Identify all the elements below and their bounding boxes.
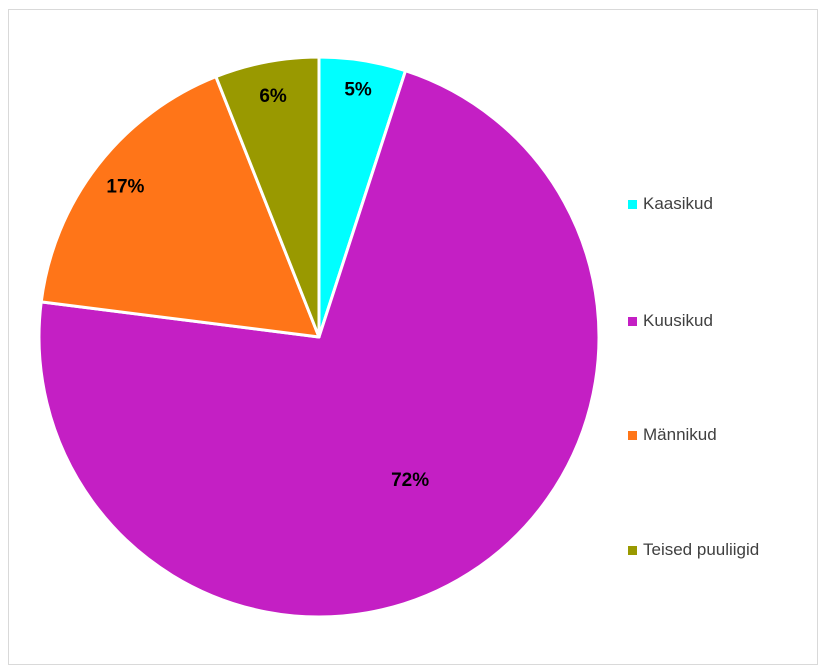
legend-swatch — [628, 430, 637, 440]
legend-item-teised-puuliigid: Teised puuliigid — [628, 539, 759, 561]
legend: Kaasikud Kuusikud Männikud Teised puulii… — [628, 10, 825, 666]
pie-chart: 5% 72% 17% 6% — [37, 55, 601, 619]
data-label: 72% — [391, 470, 429, 491]
legend-item-kaasikud: Kaasikud — [628, 193, 713, 215]
legend-label: Kuusikud — [643, 311, 713, 330]
legend-swatch — [628, 545, 637, 555]
data-label: 6% — [259, 86, 287, 107]
chart-area: 5% 72% 17% 6% Kaasikud Kuusikud Männikud Te… — [8, 9, 818, 665]
legend-label: Männikud — [643, 425, 717, 444]
data-label: 17% — [106, 176, 144, 197]
legend-item-kuusikud: Kuusikud — [628, 310, 713, 332]
legend-label: Teised puuliigid — [643, 540, 760, 559]
legend-item-mannikud: Männikud — [628, 424, 717, 446]
legend-label: Kaasikud — [643, 194, 713, 213]
legend-swatch — [628, 199, 637, 209]
pie-slice-kuusikud — [37, 69, 601, 619]
pie-slice-m-nnikud — [39, 75, 321, 339]
data-label: 5% — [344, 80, 372, 101]
legend-swatch — [628, 316, 637, 326]
pie-slice-teised-puuliigid — [214, 55, 321, 339]
